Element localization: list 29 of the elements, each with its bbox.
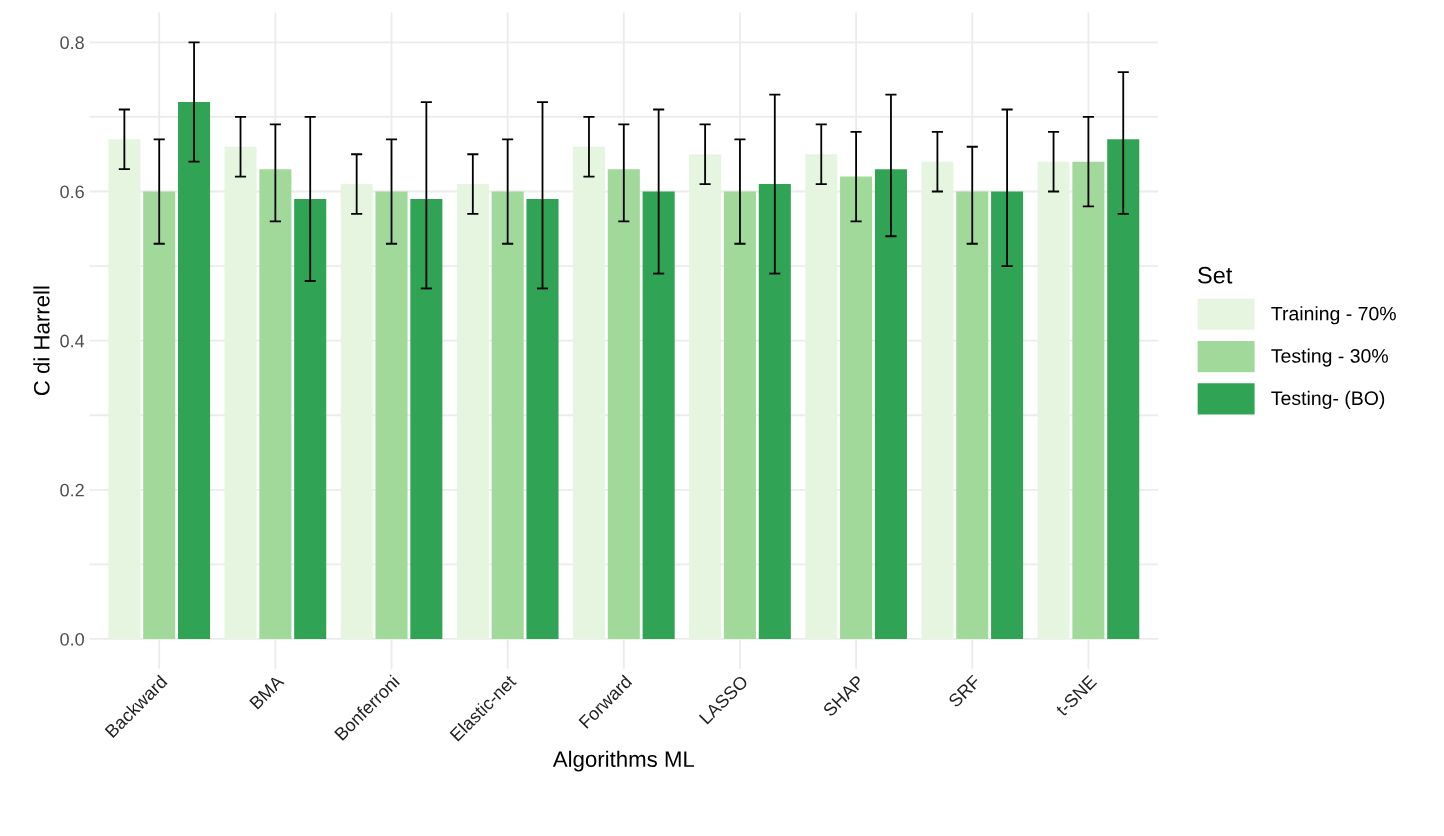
- bar: [491, 191, 524, 639]
- legend-label: Testing- (BO): [1271, 390, 1385, 409]
- y-tick-label: 0.4: [60, 334, 85, 348]
- legend-label: Training - 70%: [1271, 306, 1396, 325]
- legend-label: Testing - 30%: [1271, 348, 1388, 367]
- bar: [642, 191, 675, 639]
- bar: [874, 169, 907, 639]
- bar: [178, 102, 211, 639]
- bar: [956, 191, 989, 639]
- bar: [723, 191, 756, 639]
- x-axis-title: Algorithms ML: [552, 750, 695, 772]
- bar: [1072, 161, 1105, 639]
- bar: [259, 169, 292, 639]
- bar: [294, 198, 327, 639]
- bar: [1107, 139, 1140, 639]
- bar: [143, 191, 176, 639]
- bar: [410, 198, 443, 639]
- y-tick-label: 0.2: [60, 483, 84, 497]
- y-tick-label: 0.8: [60, 36, 84, 50]
- bar: [607, 169, 640, 639]
- y-tick-label: 0.6: [60, 185, 84, 199]
- bar: [840, 176, 873, 639]
- bar: [375, 191, 408, 639]
- bar: [526, 198, 559, 639]
- bar: [991, 191, 1024, 639]
- y-tick-label: 0.0: [60, 632, 84, 646]
- legend-title: Set: [1198, 266, 1233, 284]
- bar: [758, 184, 791, 639]
- y-axis-title: C di Harrell: [33, 286, 50, 396]
